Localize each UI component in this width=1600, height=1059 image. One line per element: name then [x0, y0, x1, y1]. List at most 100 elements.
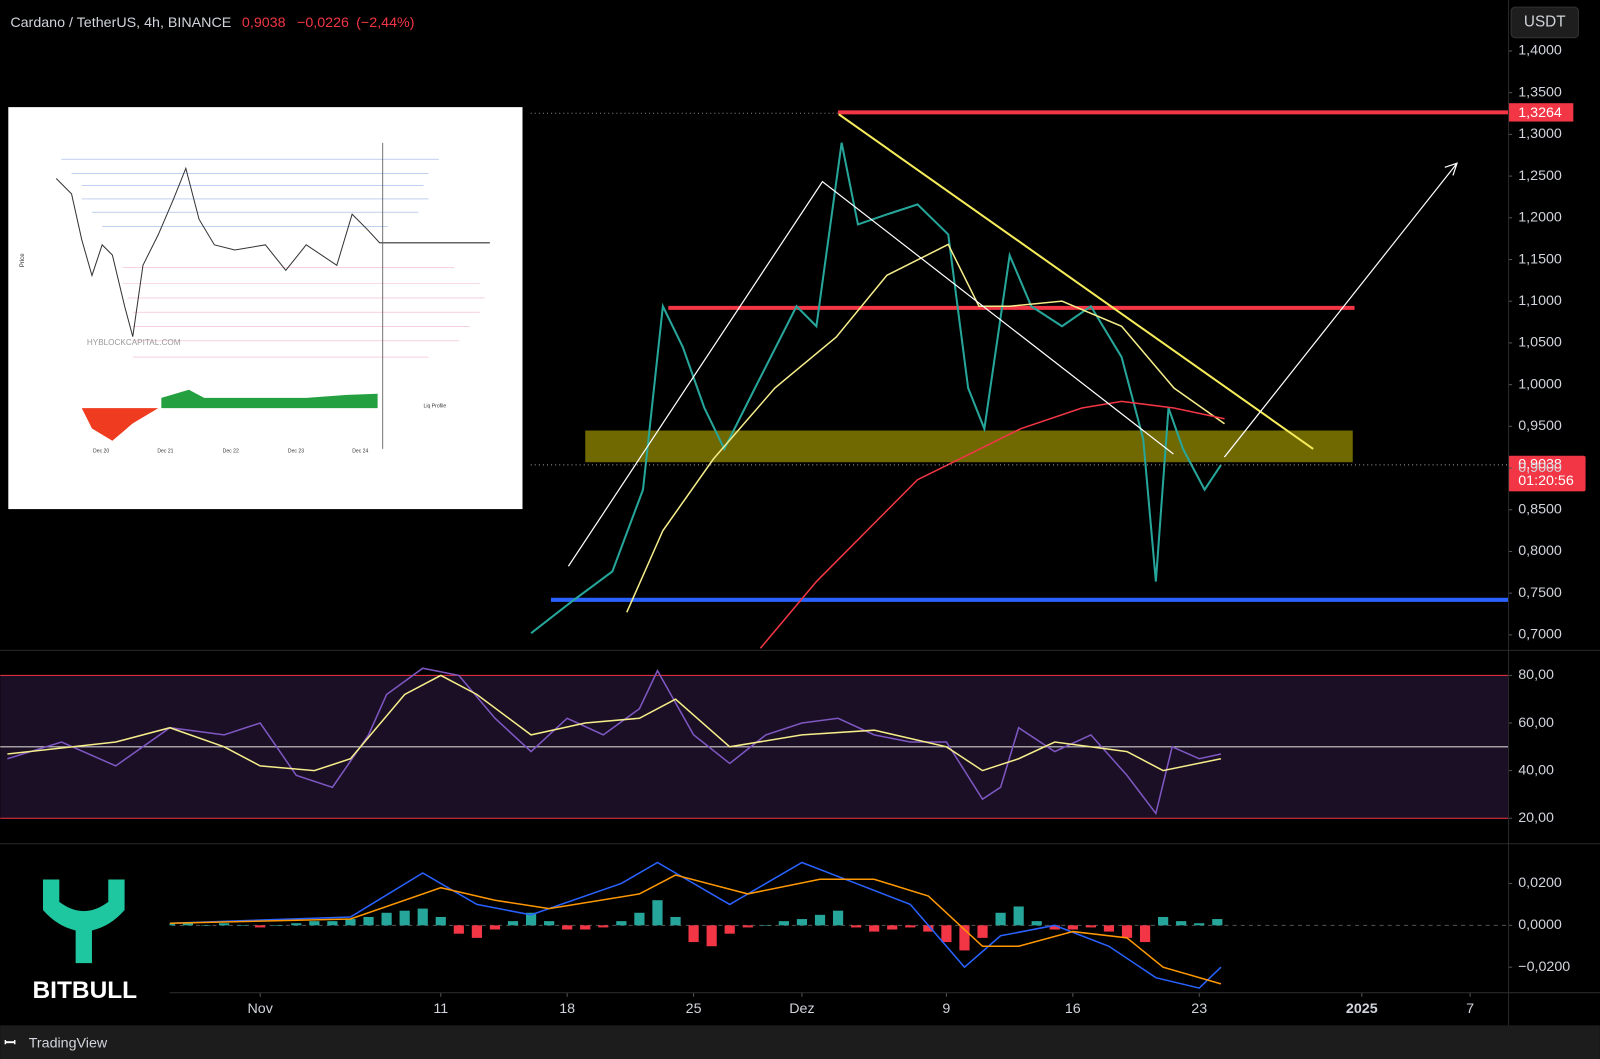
footer	[0, 1025, 1600, 1059]
histogram-bar	[255, 925, 266, 928]
y-tick-label: 1,2500	[1518, 168, 1562, 184]
logo-text: BITBULL	[32, 977, 137, 1004]
histogram-bar	[1103, 925, 1115, 932]
histogram-bar	[218, 923, 230, 926]
histogram-bar	[327, 921, 338, 926]
y-tick-label: 0,0000	[1518, 917, 1562, 933]
inset-label: Liq Profile	[424, 403, 447, 409]
histogram-bar	[778, 921, 789, 926]
y-tick-label: 1,4000	[1518, 43, 1562, 59]
inset-date: Dec 21	[157, 448, 173, 454]
histogram-bar	[580, 925, 591, 930]
currency-button[interactable]	[1510, 6, 1579, 39]
y-tick-label: 0,0200	[1518, 875, 1562, 891]
histogram-bar	[905, 925, 916, 928]
histogram-bar	[724, 925, 735, 934]
inset-image: HYBLOCKCAPITAL.COM Price Liq Profile Dec…	[8, 107, 523, 510]
histogram-bar	[1049, 925, 1060, 930]
y-tick-label: 0,9000	[1518, 460, 1562, 476]
price-change-pct: (−2,44%)	[356, 15, 414, 31]
symbol-title: Cardano / TetherUS, 4h, BINANCE	[10, 15, 231, 31]
histogram-bar	[435, 916, 446, 926]
y-tick-label: 80,00	[1518, 667, 1554, 683]
y-tick-label: 1,3500	[1518, 84, 1562, 100]
inset-date: Dec 23	[288, 448, 304, 454]
histogram-bar	[706, 925, 717, 947]
histogram-bar	[977, 925, 988, 938]
series-line	[169, 861, 1222, 989]
y-tick-label: 0,9500	[1518, 418, 1562, 434]
y-tick-label: 40,00	[1518, 762, 1554, 778]
countdown-label: 01:20:56	[1518, 473, 1574, 489]
histogram-bar	[164, 923, 175, 926]
price-tag	[1508, 103, 1574, 122]
histogram-bar	[471, 925, 482, 938]
histogram-bar	[796, 919, 808, 926]
inset-watermark: HYBLOCKCAPITAL.COM	[87, 338, 181, 347]
tv-logo: ꟷ	[4, 1035, 16, 1051]
x-tick-label: Nov	[247, 1001, 273, 1017]
arrow-head	[1444, 162, 1458, 176]
series-line	[530, 142, 1222, 634]
x-tick-label: 2025	[1346, 1001, 1378, 1017]
trendline	[567, 180, 1174, 567]
panel	[0, 667, 1509, 819]
x-tick-label: 18	[559, 1001, 575, 1017]
footer-brand: TradingView	[29, 1035, 108, 1051]
histogram-bar	[453, 925, 464, 934]
histogram-bar	[525, 912, 537, 926]
histogram-bar	[237, 925, 248, 926]
histogram-bar	[200, 925, 212, 926]
inset-date: Dec 22	[223, 448, 239, 454]
last-price-label: 0,9038	[1518, 457, 1562, 473]
x-tick-label: 25	[686, 1001, 702, 1017]
histogram-bar	[399, 910, 410, 926]
histogram-bar	[1031, 921, 1042, 926]
histogram-bar	[1176, 921, 1187, 926]
histogram-bar	[1139, 925, 1151, 943]
y-tick-label: 0,8500	[1518, 502, 1562, 518]
y-tick-label: 1,2000	[1518, 210, 1562, 226]
histogram-bar	[1121, 925, 1133, 938]
zone	[585, 430, 1353, 463]
y-tick-label: 1,3000	[1518, 126, 1562, 142]
histogram-bar	[345, 919, 356, 926]
inset-price	[55, 166, 490, 337]
y-tick-label: 60,00	[1518, 715, 1554, 731]
logo: BITBULL	[0, 856, 170, 1024]
series-line	[759, 400, 1225, 649]
logo-mark	[42, 879, 125, 964]
y-tick-label: 0,7000	[1518, 627, 1562, 643]
histogram-bar	[832, 910, 844, 926]
histogram-bar	[1085, 925, 1096, 928]
series-line	[626, 243, 1225, 613]
y-tick-label: 0,7500	[1518, 585, 1562, 601]
histogram-bar	[869, 925, 880, 932]
histogram-bar	[1212, 919, 1223, 926]
y-tick-label: 1,0000	[1518, 376, 1562, 392]
histogram-bar	[814, 914, 826, 926]
histogram-bar	[291, 923, 302, 926]
trendline	[838, 113, 1314, 450]
inset-date: Dec 24	[352, 448, 368, 454]
histogram-bar	[381, 912, 392, 926]
currency-label[interactable]: USDT	[1524, 13, 1566, 30]
histogram-bar	[670, 916, 681, 926]
histogram-bar	[182, 923, 194, 926]
last-price: 0,9038	[242, 15, 286, 31]
histogram-bar	[363, 916, 374, 926]
histogram-bar	[1013, 906, 1024, 926]
histogram-bar	[309, 921, 320, 926]
panel	[0, 861, 1509, 989]
series-line	[169, 874, 1222, 985]
histogram-bar	[923, 925, 934, 932]
histogram-bar	[887, 925, 898, 930]
x-tick-label: 9	[942, 1001, 950, 1017]
inset-date: Dec 20	[93, 448, 109, 454]
panel	[530, 110, 1509, 649]
histogram-bar	[562, 925, 573, 930]
histogram-bar	[995, 912, 1006, 926]
last-price-tag	[1508, 455, 1586, 492]
y-tick-label: 1,1500	[1518, 251, 1562, 267]
